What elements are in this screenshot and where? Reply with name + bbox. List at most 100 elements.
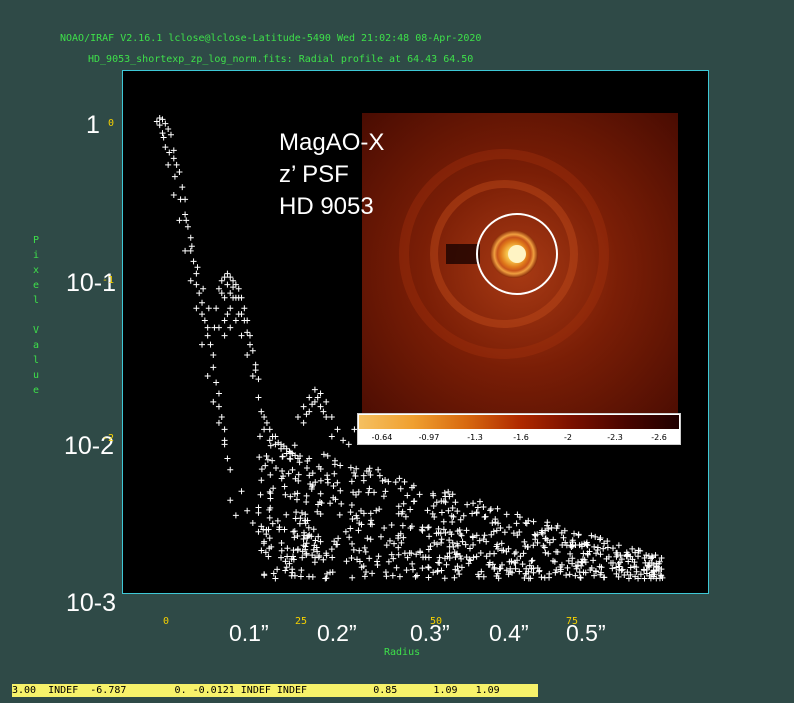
y-tick-label: 10-1 [66, 269, 117, 297]
data-point-halo [579, 559, 586, 566]
colorbar-tick: -2.3 [607, 433, 623, 442]
data-point [323, 414, 330, 421]
data-point-halo [354, 515, 361, 522]
data-point [241, 317, 248, 324]
data-point-halo [640, 566, 647, 573]
data-point-halo [395, 535, 402, 542]
data-point-halo [552, 569, 559, 576]
data-point-halo [366, 555, 373, 562]
data-point-halo [459, 538, 466, 545]
data-point-halo [445, 488, 452, 495]
data-point-halo [304, 534, 311, 541]
data-point-halo [609, 565, 616, 572]
data-point-halo [546, 570, 553, 577]
data-point-halo [569, 555, 576, 562]
data-point-halo [473, 553, 480, 560]
data-point-halo [360, 472, 367, 479]
inset-title-line-2: z’ PSF [279, 161, 349, 188]
data-point-halo [510, 530, 517, 537]
y-tick-label: 10-3 [66, 589, 117, 617]
x-tick-arcsec: 0.2” [317, 620, 357, 646]
data-point [159, 116, 166, 123]
data-point-halo [538, 529, 545, 536]
data-point-halo [609, 559, 616, 566]
data-point-halo [412, 573, 419, 580]
data-point-halo [389, 572, 396, 579]
data-point-halo [273, 465, 280, 472]
data-point-halo [618, 556, 625, 563]
data-point-halo [563, 572, 570, 579]
data-point-halo [409, 560, 416, 567]
data-point-halo [506, 524, 513, 531]
data-point-halo [480, 536, 487, 543]
data-point-halo [351, 469, 358, 476]
y-tick-small: 0 [108, 118, 115, 129]
data-point [244, 329, 251, 336]
data-point-halo [449, 491, 456, 498]
data-point-halo [597, 571, 604, 578]
data-point-halo [587, 567, 594, 574]
data-point-halo [569, 537, 576, 544]
data-point-halo [266, 488, 273, 495]
data-point [261, 414, 268, 421]
data-point-halo [284, 553, 291, 560]
data-point-halo [256, 454, 263, 461]
data-point-halo [305, 524, 312, 531]
data-point-halo [425, 563, 432, 570]
data-point-halo [528, 558, 535, 565]
data-point [218, 290, 225, 297]
data-point-halo [430, 502, 437, 509]
data-point-halo [544, 519, 551, 526]
data-point-halo [366, 465, 373, 472]
data-point-halo [334, 479, 341, 486]
data-point [227, 466, 234, 473]
data-point-halo [454, 542, 461, 549]
data-point [232, 512, 239, 519]
data-point-halo [523, 520, 530, 527]
data-point-halo [267, 442, 274, 449]
data-point [182, 247, 189, 254]
data-point-halo [300, 535, 307, 542]
data-point-halo [278, 475, 285, 482]
data-point-halo [395, 551, 402, 558]
data-point [215, 285, 222, 292]
x-tick-arcsec: 0.1” [229, 620, 269, 646]
data-point-halo [457, 552, 464, 559]
aperture-circle [476, 213, 558, 295]
data-point-halo [534, 539, 541, 546]
data-point-halo [627, 553, 634, 560]
data-point-halo [438, 498, 445, 505]
data-point-halo [418, 526, 425, 533]
data-point-halo [349, 540, 356, 547]
colorbar-tick: -0.97 [418, 433, 440, 442]
data-point-halo [398, 510, 405, 517]
psf-image [362, 113, 678, 428]
data-point-halo [526, 562, 533, 569]
data-point-halo [600, 545, 607, 552]
data-point-halo [470, 500, 477, 507]
data-point-halo [613, 564, 620, 571]
data-point-halo [458, 555, 465, 562]
data-point-halo [431, 539, 438, 546]
data-point-halo [565, 557, 572, 564]
data-point-halo [296, 459, 303, 466]
data-point-halo [317, 490, 324, 497]
data-point-halo [267, 495, 274, 502]
data-point-halo [466, 545, 473, 552]
data-point-halo [367, 471, 374, 478]
data-point [238, 488, 245, 495]
data-point-halo [457, 516, 464, 523]
data-point-halo [300, 529, 307, 536]
data-point-halo [438, 539, 445, 546]
data-point [309, 401, 316, 408]
data-point [278, 445, 285, 452]
data-point [238, 332, 245, 339]
data-point-halo [424, 507, 431, 514]
data-point-halo [536, 568, 543, 575]
data-point-halo [453, 551, 460, 558]
data-point-halo [538, 574, 545, 581]
data-point-halo [436, 554, 443, 561]
data-point-halo [442, 499, 449, 506]
data-point-halo [376, 472, 383, 479]
data-point [269, 433, 276, 440]
